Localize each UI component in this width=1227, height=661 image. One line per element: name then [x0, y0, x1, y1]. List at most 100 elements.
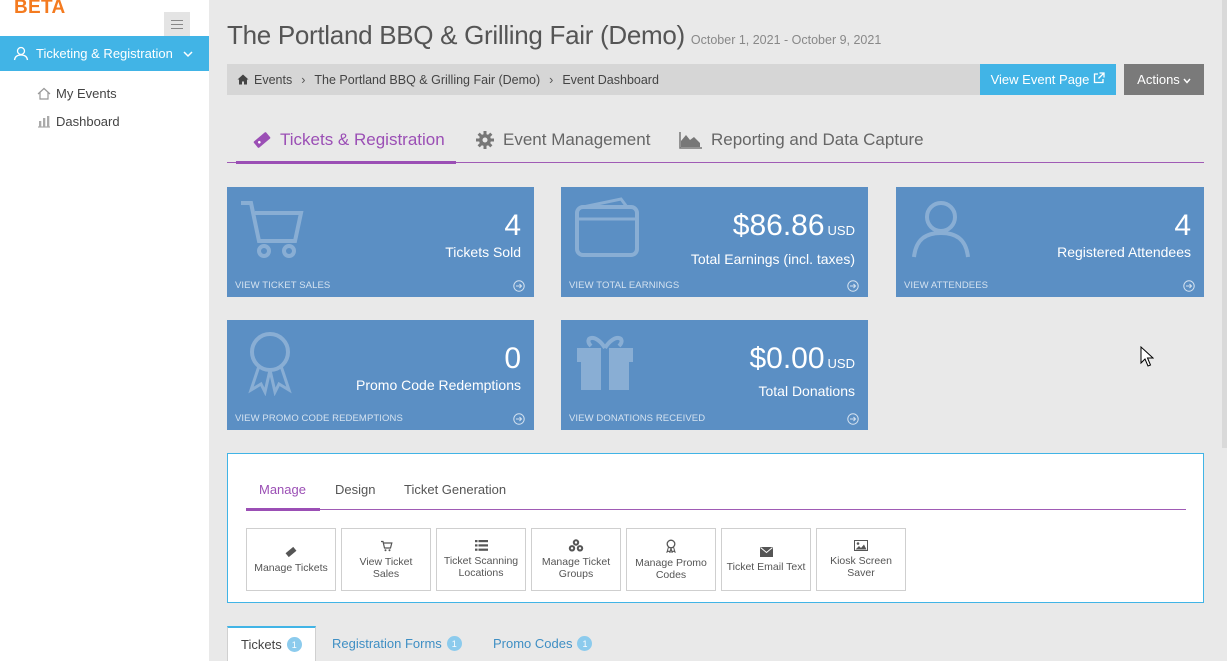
ticket-scanning-locations-button[interactable]: Ticket Scanning Locations — [436, 528, 526, 591]
breadcrumb-events[interactable]: Events — [254, 72, 293, 87]
card-unit: USD — [827, 223, 855, 238]
page-title-row: The Portland BBQ & Grilling Fair (Demo) … — [227, 20, 881, 51]
beta-label: BETA — [14, 0, 66, 18]
tab-promo-codes[interactable]: Promo Codes 1 — [493, 626, 593, 661]
manage-panel: Manage Design Ticket Generation Manage T… — [227, 453, 1204, 603]
tab-ticket-generation[interactable]: Ticket Generation — [404, 482, 507, 497]
card-label: Total Donations — [758, 383, 855, 399]
active-tab-indicator — [246, 508, 320, 511]
card-link[interactable]: VIEW ATTENDEES — [904, 280, 989, 291]
breadcrumb-separator: › — [549, 72, 554, 87]
tool-label: Ticket Email Text — [726, 560, 806, 573]
card-link[interactable]: VIEW PROMO CODE REDEMPTIONS — [235, 413, 403, 424]
card-label: Tickets Sold — [445, 244, 521, 260]
arrow-circle-icon[interactable] — [847, 280, 859, 292]
ticket-icon — [285, 546, 297, 558]
menu-toggle-button[interactable] — [164, 12, 190, 36]
sidebar-item-my-events[interactable]: My Events — [37, 86, 117, 101]
tab-label: Reporting and Data Capture — [711, 129, 924, 149]
breadcrumb: Events › The Portland BBQ & Grilling Fai… — [227, 64, 981, 95]
sidebar-item-label: My Events — [56, 86, 117, 101]
card-value: $86.86 USD — [732, 209, 855, 242]
scrollbar[interactable] — [1222, 0, 1227, 448]
registered-attendees-card[interactable]: 4 Registered Attendees VIEW ATTENDEES — [896, 187, 1204, 297]
card-value: $0.00 USD — [749, 342, 855, 375]
tab-tickets-registration[interactable]: Tickets & Registration — [236, 117, 456, 164]
tool-label: Manage Ticket Groups — [541, 556, 611, 580]
arrow-circle-icon[interactable] — [1183, 280, 1195, 292]
area-chart-icon — [679, 131, 703, 149]
card-value: 4 — [1174, 209, 1191, 242]
tab-reporting[interactable]: Reporting and Data Capture — [679, 117, 924, 162]
tool-label: Ticket Scanning Locations — [443, 555, 519, 579]
image-icon — [854, 540, 868, 551]
gift-icon — [571, 326, 641, 401]
manage-promo-codes-button[interactable]: Manage Promo Codes — [626, 528, 716, 591]
tab-label: Registration Forms — [332, 636, 442, 651]
total-donations-card[interactable]: $0.00 USD Total Donations VIEW DONATIONS … — [561, 320, 868, 430]
tab-label: Event Management — [503, 129, 651, 149]
view-event-page-label: View Event Page — [990, 72, 1090, 87]
total-earnings-card[interactable]: $86.86 USD Total Earnings (incl. taxes) V… — [561, 187, 868, 297]
manage-ticket-groups-button[interactable]: Manage Ticket Groups — [531, 528, 621, 591]
tool-label: Kiosk Screen Saver — [830, 555, 892, 579]
tab-tickets[interactable]: Tickets 1 — [227, 626, 316, 661]
kiosk-screen-saver-button[interactable]: Kiosk Screen Saver — [816, 528, 906, 591]
card-value: 0 — [504, 342, 521, 375]
arrow-circle-icon[interactable] — [847, 413, 859, 425]
event-dates: October 1, 2021 - October 9, 2021 — [690, 33, 882, 47]
home-icon — [37, 87, 51, 100]
list-icon — [474, 540, 488, 551]
count-badge: 1 — [286, 637, 302, 652]
manage-tickets-button[interactable]: Manage Tickets — [246, 528, 336, 591]
actions-label: Actions — [1137, 72, 1180, 87]
view-ticket-sales-button[interactable]: View Ticket Sales — [341, 528, 431, 591]
main-tabs: Tickets & Registration Event Management … — [227, 117, 1204, 164]
tickets-sold-card[interactable]: 4 Tickets Sold VIEW TICKET SALES — [227, 187, 534, 297]
ticket-icon — [252, 130, 272, 150]
card-link[interactable]: VIEW TICKET SALES — [235, 280, 331, 291]
wallet-icon — [571, 193, 641, 268]
user-icon — [906, 193, 976, 268]
card-link[interactable]: VIEW DONATIONS RECEIVED — [569, 413, 706, 424]
arrow-circle-icon[interactable] — [513, 413, 525, 425]
breadcrumb-event[interactable]: The Portland BBQ & Grilling Fair (Demo) — [314, 72, 541, 87]
sidebar-item-dashboard[interactable]: Dashboard — [37, 114, 120, 129]
ticket-email-text-button[interactable]: Ticket Email Text — [721, 528, 811, 591]
count-badge: 1 — [446, 636, 462, 651]
card-label: Promo Code Redemptions — [356, 377, 521, 393]
actions-button[interactable]: Actions — [1124, 64, 1204, 95]
tab-event-management[interactable]: Event Management — [475, 117, 650, 162]
mouse-cursor-icon — [1140, 345, 1155, 372]
sidebar-item-label: Dashboard — [56, 114, 120, 129]
card-link[interactable]: VIEW TOTAL EARNINGS — [569, 280, 680, 291]
sidebar: BETA Ticketing & Registration My Events … — [0, 0, 209, 661]
tool-label: Manage Tickets — [254, 561, 328, 574]
tab-manage[interactable]: Manage — [259, 482, 306, 497]
view-event-page-button[interactable]: View Event Page — [980, 64, 1116, 95]
bottom-tabs: Tickets 1 Registration Forms 1 Promo Cod… — [227, 626, 1204, 661]
tool-label: View Ticket Sales — [359, 555, 413, 580]
tab-design[interactable]: Design — [335, 482, 376, 497]
external-link-icon — [1093, 72, 1106, 87]
promo-redemptions-card[interactable]: 0 Promo Code Redemptions VIEW PROMO CODE… — [227, 320, 534, 430]
cart-icon — [380, 540, 393, 552]
tab-label: Tickets — [241, 637, 282, 652]
panel-tabs: Manage Design Ticket Generation — [246, 472, 1186, 511]
breadcrumb-separator: › — [301, 72, 306, 87]
bar-chart-icon — [37, 115, 51, 128]
count-badge: 1 — [577, 636, 593, 651]
page-title: The Portland BBQ & Grilling Fair (Demo) — [227, 20, 685, 50]
tab-label: Promo Codes — [493, 636, 573, 651]
tab-registration-forms[interactable]: Registration Forms 1 — [332, 626, 462, 661]
arrow-circle-icon[interactable] — [513, 280, 525, 292]
sidebar-item-ticketing[interactable]: Ticketing & Registration — [0, 36, 209, 71]
card-label: Total Earnings (incl. taxes) — [690, 251, 855, 267]
award-icon — [237, 326, 307, 401]
users-icon — [13, 46, 30, 61]
card-unit: USD — [827, 356, 855, 371]
cart-icon — [237, 193, 307, 268]
envelope-icon — [759, 546, 773, 557]
sidebar-item-label: Ticketing & Registration — [36, 46, 173, 61]
tab-label: Tickets & Registration — [280, 129, 445, 149]
